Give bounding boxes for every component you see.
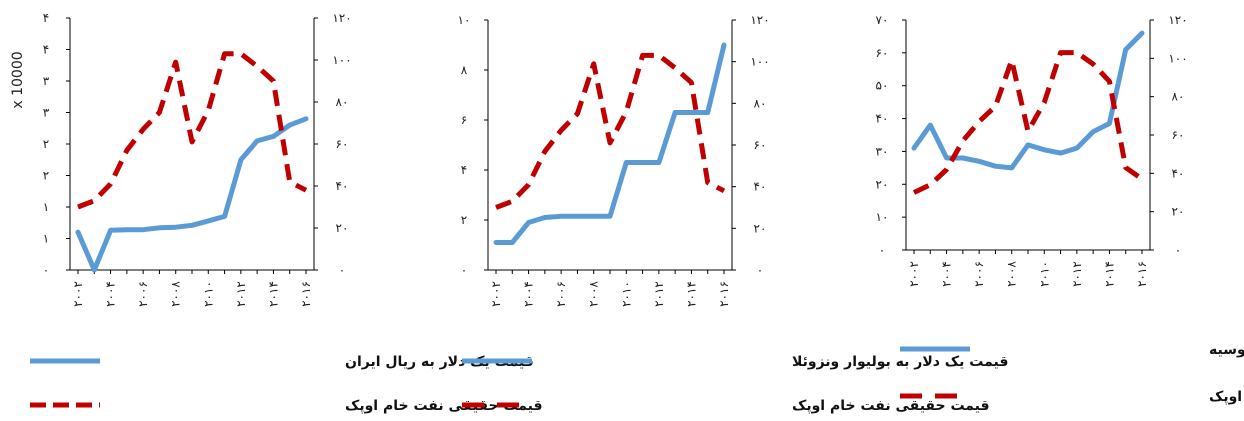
legend-label-oil-price: قیمت حقیقی نفت خام اوپک (345, 398, 543, 414)
oil-price-series-line (495, 52, 726, 210)
right-tick-label: ۱۲۰ (332, 11, 351, 25)
left-tick-label: ۶ (461, 113, 467, 127)
x-tick-label: ۲۰۱۰ (619, 281, 633, 307)
x-tick-label: ۲۰۱۰ (1037, 261, 1051, 287)
right-tick-label: ۴۰ (1172, 166, 1185, 180)
x-tick-label: ۲۰۱۲ (234, 281, 248, 307)
left-tick-label: ۷۰ (876, 13, 889, 27)
right-tick-label: ۸۰ (1172, 90, 1185, 104)
left-tick-label: ۱ (43, 232, 49, 246)
x-tick-label: ۲۰۰۲ (907, 261, 921, 287)
right-tick-label: ۲۰ (336, 221, 349, 235)
x-tick-label: ۲۰۰۶ (554, 281, 568, 307)
x-tick-label: ۲۰۰۶ (972, 261, 986, 287)
chart-3: ۰ ۱۰ ۲۰ ۳۰ ۴۰ ۵۰ ۶۰ ۷۰ ۰ ۲۰ ۴۰ ۶۰ ۸۰ ۱۰۰ ۱۲۰ ۲۰۰۲ ۲۰۰۴ ۲۰… (876, 13, 1244, 405)
left-tick-label: ۲ (461, 213, 467, 227)
left-tick-label: ۲۰ (876, 177, 889, 191)
x-tick-label: ۲۰۰۶ (136, 281, 150, 307)
left-tick-label: ۲ (43, 137, 49, 151)
x-tick-label: ۲۰۱۲ (1070, 261, 1084, 287)
right-tick-label: ۱۲۰ (750, 13, 769, 27)
x-tick-label: ۲۰۰۸ (1005, 261, 1019, 287)
right-tick-label: ۰ (757, 263, 763, 277)
oil-price-series-line (77, 51, 308, 210)
left-tick-label: ۴ (461, 163, 467, 177)
right-tick-label: ۱۰۰ (750, 55, 769, 69)
x-tick-label: ۲۰۰۲ (71, 281, 85, 307)
left-tick-label: ۱۰ (458, 13, 471, 27)
left-tick-label: ۳ (43, 74, 50, 88)
right-tick-label: ۶۰ (754, 138, 767, 152)
right-tick-label: ۶۰ (336, 137, 349, 151)
x-tick-label: ۲۰۱۴ (266, 281, 280, 307)
oil-price-series-line (912, 50, 1144, 195)
legend-label-exchange-rate: قیمت یک دلار به روبل روسیه (1209, 342, 1244, 358)
x-tick-label: ۲۰۱۶ (299, 281, 313, 307)
left-axis-scale-label: x 10000 (10, 51, 26, 108)
right-tick-label: ۸۰ (754, 96, 767, 110)
x-tick-label: ۲۰۱۲ (652, 281, 666, 307)
legend-label-oil-price: قیمت حقیقی نفت خام اوپک (792, 398, 990, 414)
right-tick-label: ۶۰ (1172, 128, 1185, 142)
left-tick-label: ۰ (461, 263, 467, 277)
right-tick-label: ۰ (1175, 243, 1181, 257)
left-tick-label: ۴ (43, 43, 49, 57)
left-tick-label: ۰ (879, 243, 885, 257)
x-tick-label: ۲۰۱۴ (1102, 261, 1116, 287)
legend-label-oil-price: قیمت حقیقی نفت خام اوپک (1209, 389, 1244, 405)
x-tick-label: ۲۰۰۲ (489, 281, 503, 307)
x-tick-label: ۲۰۰۴ (104, 281, 118, 307)
left-tick-label: ۴ (43, 11, 49, 25)
left-tick-label: ۴۰ (876, 112, 889, 126)
legend-label-exchange-rate: قیمت یک دلار به بولیوار ونزوئلا (792, 354, 1008, 370)
x-tick-label: ۲۰۰۸ (587, 281, 601, 307)
right-tick-label: ۴۰ (754, 180, 767, 194)
right-tick-label: ۱۰۰ (1168, 51, 1187, 65)
x-tick-label: ۲۰۱۶ (717, 281, 731, 307)
right-tick-label: ۸۰ (336, 95, 349, 109)
left-tick-label: ۲ (43, 169, 49, 183)
exchange-rate-series-line (493, 42, 727, 245)
x-tick-label: ۲۰۱۶ (1135, 261, 1149, 287)
exchange-rate-series-line (75, 116, 309, 273)
left-tick-label: ۵۰ (876, 79, 889, 93)
left-tick-label: ۳ (43, 106, 50, 120)
left-tick-label: ۰ (43, 263, 49, 277)
left-tick-label: ۶۰ (876, 46, 889, 60)
x-tick-label: ۲۰۱۰ (201, 281, 215, 307)
right-tick-label: ۲۰ (1172, 205, 1185, 219)
left-tick-label: ۱ (43, 200, 49, 214)
x-tick-label: ۲۰۰۴ (940, 261, 954, 287)
right-tick-label: ۱۰۰ (332, 53, 351, 67)
right-tick-label: ۰ (339, 263, 345, 277)
left-tick-label: ۳۰ (876, 144, 889, 158)
x-tick-label: ۲۰۰۸ (169, 281, 183, 307)
x-tick-label: ۲۰۱۴ (684, 281, 698, 307)
right-tick-label: ۱۲۰ (1168, 13, 1187, 27)
left-tick-label: ۱۰ (876, 210, 889, 224)
x-tick-label: ۲۰۰۴ (522, 281, 536, 307)
right-tick-label: ۲۰ (754, 221, 767, 235)
legend-label-exchange-rate: قیمت یک دلار به ریال ایران (345, 354, 534, 370)
left-tick-label: ۸ (461, 63, 468, 77)
right-tick-label: ۴۰ (336, 179, 349, 193)
exchange-rate-series-line (911, 30, 1145, 171)
